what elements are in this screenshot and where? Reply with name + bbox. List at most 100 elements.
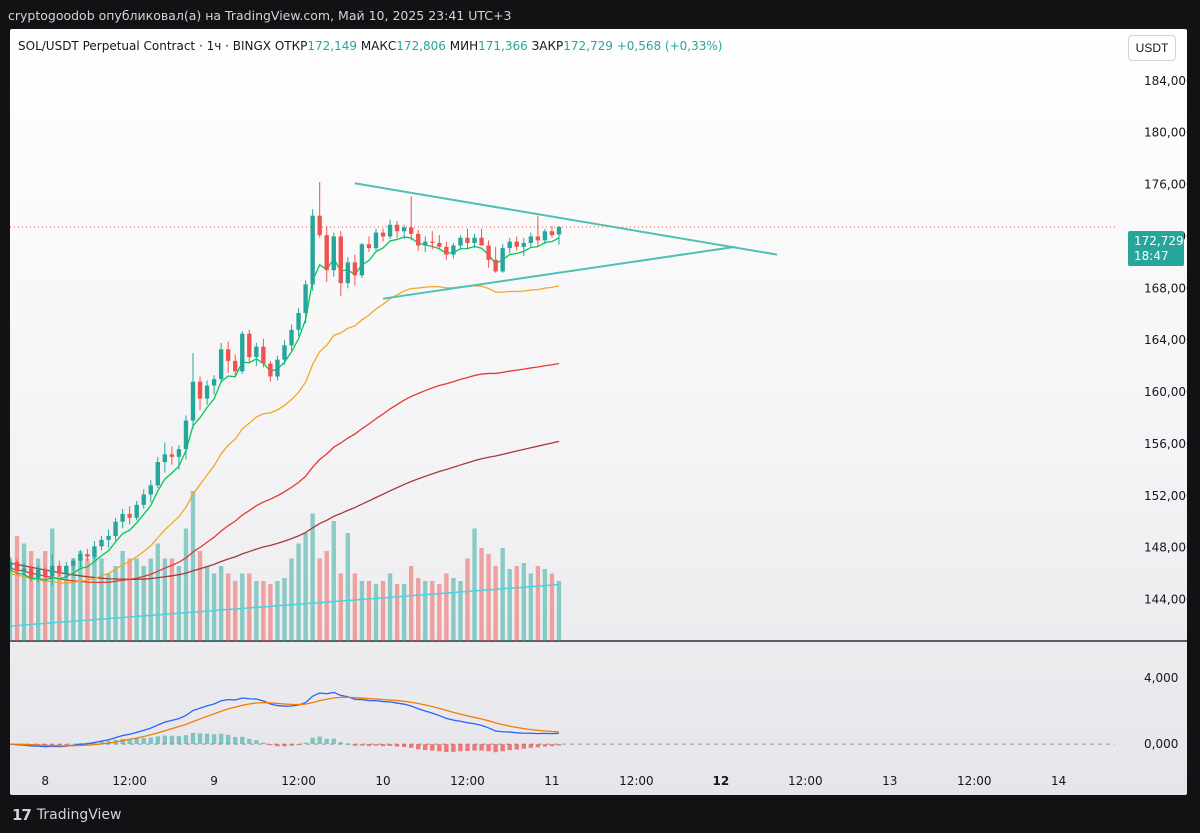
currency-selector-button[interactable]: USDT: [1128, 35, 1176, 61]
volume-bar: [317, 558, 322, 641]
macd-histogram-bar: [169, 735, 175, 745]
chart-panel[interactable]: 184,000180,000176,000172,000168,000164,0…: [10, 29, 1187, 795]
candle-body: [486, 245, 491, 260]
candle-body: [416, 233, 421, 246]
candle-body: [282, 345, 287, 360]
macd-histogram-bar: [197, 733, 203, 745]
macd-histogram-bar: [261, 742, 266, 745]
macd-histogram-bar: [134, 738, 139, 745]
macd-histogram-bar: [416, 744, 421, 750]
volume-bar: [233, 581, 238, 641]
candle-body: [240, 333, 245, 372]
volume-bar: [92, 551, 97, 641]
macd-histogram-bar: [317, 736, 322, 745]
time-axis-label: 12:00: [957, 774, 992, 788]
price-axis-label: 180,000: [1144, 126, 1187, 140]
legend-close-label: ЗАКР: [531, 39, 564, 53]
volume-bar: [120, 551, 125, 641]
volume-bar: [14, 536, 20, 641]
macd-histogram-bar: [401, 744, 407, 747]
volume-bar: [542, 569, 548, 641]
macd-histogram-bar: [521, 744, 526, 749]
candle-body: [113, 521, 118, 536]
volume-bar: [444, 573, 449, 641]
candle-body: [204, 385, 210, 399]
candle-body: [78, 554, 83, 561]
macd-histogram-bar: [162, 735, 168, 745]
chart-canvas[interactable]: 184,000180,000176,000172,000168,000164,0…: [10, 29, 1187, 795]
candle-body: [500, 248, 505, 272]
candle-body: [268, 363, 273, 377]
macd-histogram-bar: [549, 744, 555, 747]
macd-histogram-bar: [204, 733, 210, 745]
candle-body: [408, 227, 414, 234]
volume-ma-line: [10, 583, 560, 627]
volume-bar: [176, 566, 182, 641]
candle-body: [43, 569, 48, 577]
candle-body: [465, 237, 470, 243]
volume-bar: [423, 581, 428, 641]
volume-bar: [303, 533, 308, 641]
volume-bar: [345, 533, 351, 641]
macd-histogram-bar: [176, 736, 182, 745]
symbol-legend: SOL/USDT Perpetual Contract · 1ч · BINGX…: [18, 39, 722, 53]
volume-bar: [240, 573, 245, 641]
macd-histogram-bar: [423, 744, 428, 751]
volume-bar: [113, 566, 118, 641]
volume-bar: [528, 573, 534, 641]
volume-bar: [549, 573, 555, 641]
time-axis-label: 12: [713, 774, 730, 788]
candle-body: [423, 241, 428, 246]
macd-histogram-bar: [472, 744, 477, 751]
time-axis-label: 14: [1051, 774, 1066, 788]
macd-histogram-bar: [127, 738, 132, 745]
macd-histogram-bar: [493, 744, 498, 753]
candle-body: [394, 224, 400, 232]
candle-body: [549, 231, 555, 236]
volume-bar: [155, 543, 160, 641]
macd-histogram-bar: [296, 744, 301, 746]
macd-histogram-bar: [289, 744, 294, 746]
candle-body: [359, 244, 365, 276]
volume-bar: [148, 558, 153, 641]
volume-bar: [57, 566, 62, 641]
volume-bar: [514, 566, 519, 641]
volume-bar: [21, 543, 27, 641]
candle-body: [99, 539, 104, 547]
volume-bar: [387, 573, 393, 641]
candle-body: [331, 236, 336, 271]
candle-body: [127, 513, 132, 518]
volume-bar: [324, 551, 329, 641]
price-axis-label: 152,000: [1144, 489, 1187, 503]
volume-bar: [507, 569, 512, 641]
candle-body: [64, 565, 69, 574]
macd-histogram-bar: [500, 744, 505, 752]
macd-histogram-bar: [275, 744, 280, 747]
candle-body: [92, 546, 97, 557]
volume-bar: [134, 558, 139, 641]
candle-body: [85, 554, 90, 557]
macd-histogram-bar: [528, 744, 534, 748]
macd-histogram-bar: [535, 744, 541, 748]
candle-body: [521, 242, 526, 247]
volume-bar: [197, 551, 203, 641]
volume-bar: [141, 566, 146, 641]
macd-histogram-bar: [254, 740, 259, 745]
candle-body: [275, 359, 280, 377]
candle-body: [28, 568, 34, 578]
candle-body: [211, 379, 217, 386]
volume-bar: [183, 528, 189, 641]
volume-bar: [486, 554, 491, 641]
volume-bar: [282, 578, 287, 641]
candle-body: [338, 236, 343, 284]
price-axis-label: 168,000: [1144, 281, 1187, 295]
volume-bar: [99, 558, 104, 641]
time-axis-label: 13: [882, 774, 897, 788]
macd-histogram-bar: [71, 743, 76, 745]
macd-histogram-bar: [507, 744, 512, 751]
tradingview-logo[interactable]: 17 TradingView: [12, 806, 121, 824]
macd-axis-label: 0,000: [1144, 737, 1178, 751]
candle-body: [514, 241, 519, 247]
candle-body: [366, 244, 372, 249]
macd-histogram-bar: [458, 744, 463, 752]
